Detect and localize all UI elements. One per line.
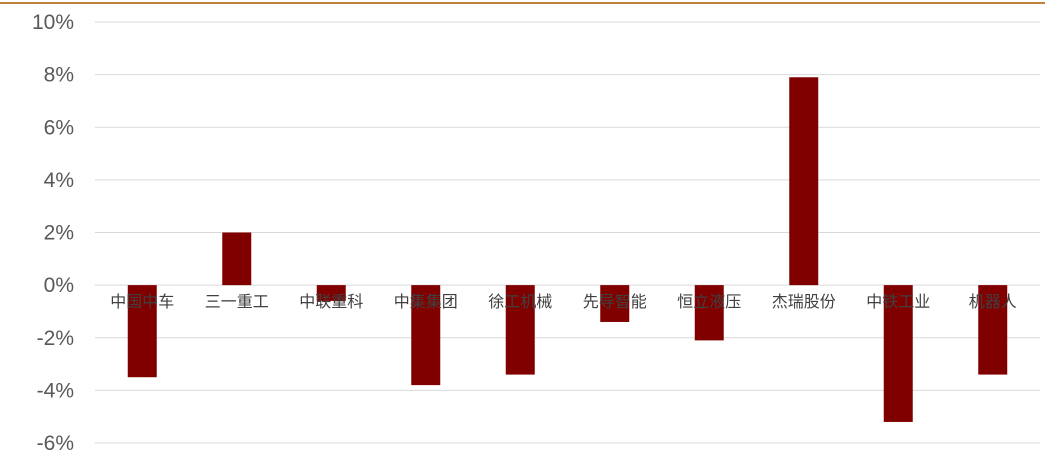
bar	[694, 285, 724, 341]
category-label: 恒立液压	[677, 292, 741, 311]
bar	[411, 285, 441, 386]
category-label: 杰瑞股份	[772, 292, 836, 311]
gridlines	[95, 21, 1040, 444]
y-tick-label: 6%	[44, 116, 74, 139]
category-label: 徐工机械	[488, 292, 552, 311]
bar	[222, 232, 252, 286]
category-labels: 中国中车 三一重工 中联重科 中集集团 徐工机械 先导智能 恒立液压 杰瑞股份 中铁工业 机器人	[110, 292, 1017, 311]
y-tick-label: -4%	[37, 379, 74, 402]
y-tick-label: 8%	[44, 64, 74, 87]
bar	[978, 285, 1008, 375]
category-label: 先导智能	[583, 292, 647, 311]
bar	[883, 285, 913, 422]
y-tick-label: -6%	[37, 432, 74, 452]
category-label: 三一重工	[205, 292, 269, 311]
bar	[505, 285, 535, 375]
y-tick-label: 2%	[44, 222, 74, 245]
category-label: 中国中车	[110, 292, 174, 311]
category-label: 中联重科	[299, 292, 363, 311]
category-label: 机器人	[969, 292, 1017, 311]
bar	[316, 285, 346, 301]
category-label: 中集集团	[394, 292, 458, 311]
bar	[127, 285, 157, 378]
y-tick-label: 4%	[44, 169, 74, 192]
y-tick-label: 0%	[44, 274, 74, 297]
bar	[600, 285, 630, 322]
bar	[789, 77, 819, 286]
y-tick-label: 10%	[32, 11, 74, 34]
bars	[127, 77, 1008, 422]
y-tick-label: -2%	[37, 327, 74, 350]
category-label: 中铁工业	[866, 292, 930, 311]
y-axis-tick-labels: 10% 8% 6% 4% 2% 0% -2% -4% -6%	[32, 11, 74, 452]
